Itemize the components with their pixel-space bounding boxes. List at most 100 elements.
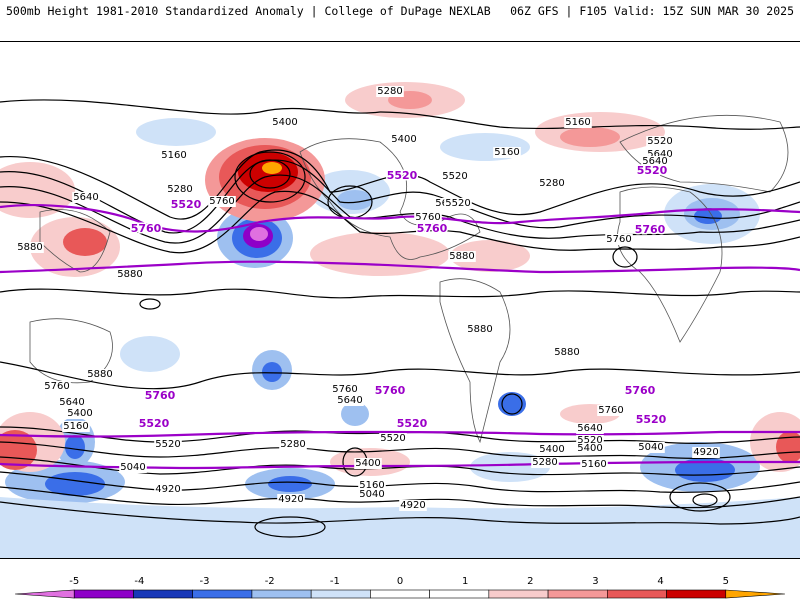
reference-contour-label: 5760 (131, 222, 162, 235)
colorbar-canvas: -5 -4 -3 -2 -1 0 1 2 3 4 5 (14, 576, 786, 599)
contour-label: 5160 (565, 117, 590, 128)
contour-label-bg (466, 324, 494, 335)
reference-contour-label: 5520 (139, 417, 170, 430)
contour-label: 5880 (467, 324, 492, 335)
anomaly-map: 5280 5400 5160 5520 5640 5160 5400 5520 5640 5160… (0, 41, 800, 559)
contour-label: 5400 (391, 134, 416, 145)
map-title: 500mb Height 1981-2010 Standardized Anom… (6, 4, 491, 18)
contour-label: 5760 (332, 384, 357, 395)
contour-label-bg (58, 397, 86, 408)
colorbar-swatch (607, 589, 667, 599)
contour-label: 5160 (581, 459, 606, 470)
contour-label-bg (271, 117, 299, 128)
colorbar-swatch (547, 589, 608, 599)
contour-label: 5880 (449, 251, 474, 262)
contour-label-bg (119, 462, 147, 473)
contour-label-bg (580, 459, 608, 470)
contour-label-bg (531, 457, 559, 468)
contour-label: 4920 (155, 484, 180, 495)
colorbar-tick-label: -5 (69, 576, 79, 587)
contour-label: 5880 (17, 242, 42, 253)
colorbar-tick-label: 1 (462, 576, 468, 587)
contour-label: 4920 (400, 500, 425, 511)
contour-label: 5040 (359, 489, 384, 500)
colorbar-tick-label: 0 (397, 576, 403, 587)
contour-label: 5160 (494, 147, 519, 158)
contour-label-bg (399, 500, 427, 511)
contour-label: 5400 (272, 117, 297, 128)
contour-label-bg (358, 489, 386, 500)
contour-label-bg (166, 184, 194, 195)
contour-label-bg (444, 198, 472, 209)
contour-label: 5160 (63, 421, 88, 432)
model-run-info: 06Z GFS | F105 Valid: 15Z SUN MAR 30 202… (510, 4, 794, 18)
contour-label-bg (160, 150, 188, 161)
contour-label: 5880 (554, 347, 579, 358)
reference-contour-labels: 5520 5520 5520 5760 5760 5760 5760 5760 5760 5520… (129, 163, 669, 432)
contour-label: 5280 (167, 184, 192, 195)
contour-label-bg (564, 117, 592, 128)
colorbar-tick-label: 2 (527, 576, 533, 587)
contour-label: 5160 (161, 150, 186, 161)
colorbar-swatch (725, 589, 786, 599)
colorbar-tick-label: 3 (592, 576, 598, 587)
contour-label-bg (646, 149, 674, 160)
contour-label: 5520 (155, 439, 180, 450)
contour-label: 5640 (647, 149, 672, 160)
colorbar-tick-label: 4 (657, 576, 663, 587)
contour-label-bg (692, 447, 720, 458)
contour-label: 5520 (442, 171, 467, 182)
contour-label-bg (16, 242, 44, 253)
contour-label-bg (414, 212, 442, 223)
contour-label-bg (441, 171, 469, 182)
contour-label-bg (493, 147, 521, 158)
contour-label-bg (538, 178, 566, 189)
contour-label-bg (553, 347, 581, 358)
contour-label: 5760 (606, 234, 631, 245)
contour-label: 5760 (415, 212, 440, 223)
contour-label-bg (279, 439, 307, 450)
colorbar-swatch (73, 589, 134, 599)
contour-label-bg (576, 443, 604, 454)
contour-label: 5880 (87, 369, 112, 380)
negative-anomaly-shading (0, 118, 800, 558)
contour-label: 5640 (337, 395, 362, 406)
contour-label-bg (66, 408, 94, 419)
reference-contours (0, 204, 800, 470)
colorbar-swatch (370, 589, 430, 599)
colorbar-tick-label: -3 (200, 576, 210, 587)
contour-label: 4920 (693, 447, 718, 458)
colorbar-swatch (488, 589, 549, 599)
contour-label: 5040 (638, 442, 663, 453)
contour-label-bg (646, 136, 674, 147)
colorbar-tick-label: -1 (330, 576, 340, 587)
contour-label: 5760 (209, 196, 234, 207)
contour-label-bg (637, 442, 665, 453)
contour-label-bg (354, 458, 382, 469)
contour-label-bg (72, 192, 100, 203)
contour-label-bg (208, 196, 236, 207)
reference-contour-label: 5760 (375, 384, 406, 397)
contour-label: 5760 (44, 381, 69, 392)
contour-label-bg (597, 405, 625, 416)
contour-label-bg (641, 156, 669, 167)
contour-label-bg (538, 444, 566, 455)
contour-label-bg (390, 134, 418, 145)
contour-label: 5880 (117, 269, 142, 280)
colorbar-swatch (429, 589, 490, 599)
reference-contour-label: 5760 (635, 223, 666, 236)
contour-label-bg (576, 423, 604, 434)
colorbar-swatch (14, 589, 75, 599)
contour-label: 5280 (377, 86, 402, 97)
contour-label: 5400 (355, 458, 380, 469)
reference-contour-label: 5520 (397, 417, 428, 430)
contour-label-bg (43, 381, 71, 392)
colorbar-swatches (14, 589, 786, 599)
reference-contour-label: 5520 (636, 413, 667, 426)
contour-label: 5640 (59, 397, 84, 408)
contour-label: 5640 (577, 423, 602, 434)
contour-label-bg (448, 251, 476, 262)
contour-label: 5520 (647, 136, 672, 147)
colorbar: -5 -4 -3 -2 -1 0 1 2 3 4 5 (0, 566, 800, 600)
contour-label-bg (86, 369, 114, 380)
